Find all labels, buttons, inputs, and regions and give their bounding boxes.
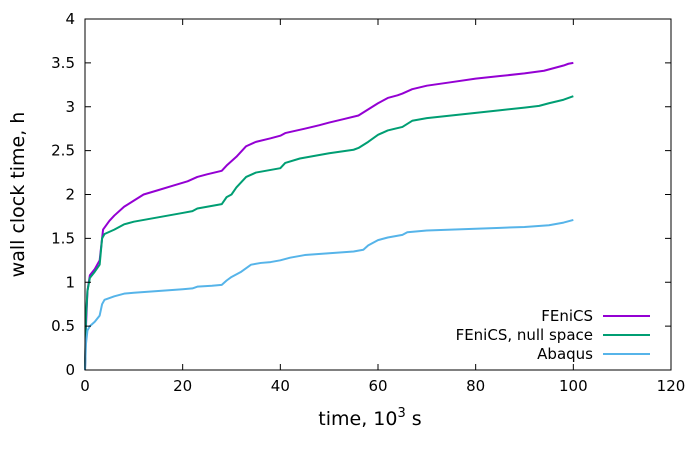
x-tick-label: 100: [559, 377, 588, 395]
x-tick-label: 60: [368, 377, 387, 395]
series-line-1: [84, 95, 574, 371]
legend-label-1: FEniCS, null space: [456, 326, 593, 344]
x-tick-label: 120: [657, 377, 686, 395]
y-tick-label: 2: [65, 186, 75, 204]
series-layer: [84, 61, 574, 371]
y-tick-label: 4: [65, 10, 75, 28]
ticks-layer: 0 20 40 60 80 100 120 0 0.5 1 1.5 2 2.5 3 3.5 4: [51, 10, 685, 395]
x-axis-label-suffix: s: [406, 408, 422, 430]
x-tick-label: 0: [80, 377, 90, 395]
x-axis-label-sup: 3: [397, 406, 405, 421]
series-line-0: [84, 61, 574, 371]
x-tick-label: 20: [173, 377, 192, 395]
x-axis-label-prefix: time, 10: [318, 408, 397, 430]
legend-label-2: Abaqus: [537, 345, 593, 363]
x-tick-label: 40: [271, 377, 290, 395]
y-tick-label: 0.5: [51, 317, 75, 335]
x-axis-label: time, 103 s: [318, 406, 421, 430]
legend-label-0: FEniCS: [541, 307, 593, 325]
series-line-2: [84, 218, 574, 371]
y-axis-label: wall clock time, h: [7, 112, 29, 278]
x-tick-label: 80: [466, 377, 485, 395]
y-tick-label: 0: [65, 361, 75, 379]
y-tick-label: 1.5: [51, 229, 75, 247]
y-tick-label: 1: [65, 273, 75, 291]
y-tick-label: 3.5: [51, 54, 75, 72]
y-tick-label: 2.5: [51, 142, 75, 160]
y-tick-label: 3: [65, 98, 75, 116]
